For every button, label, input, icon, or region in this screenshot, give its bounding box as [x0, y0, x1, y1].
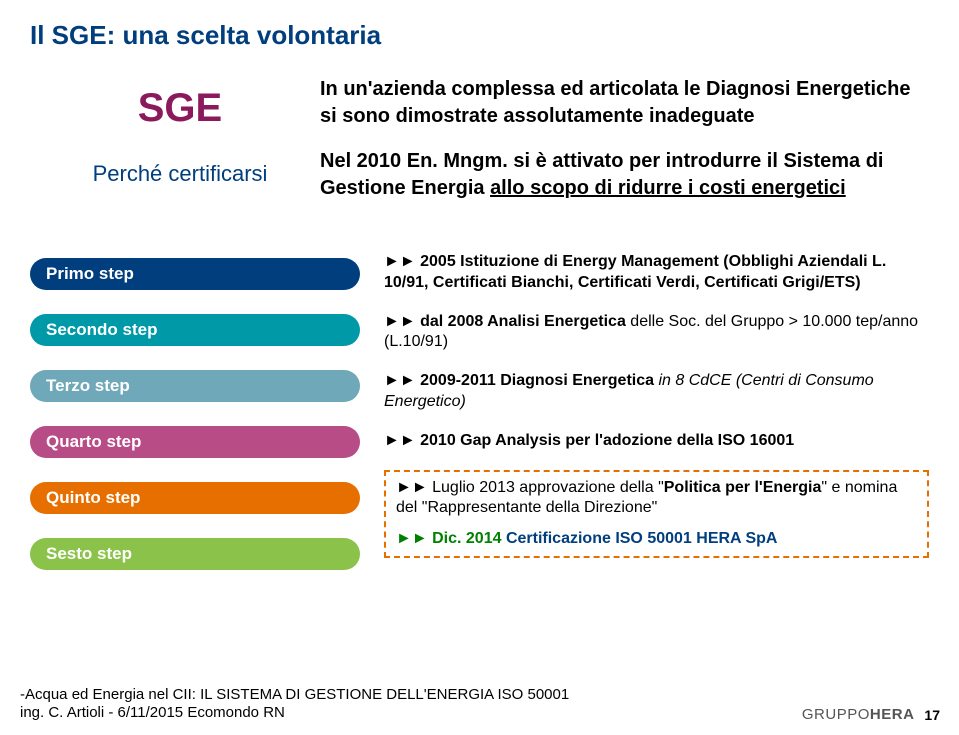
intro-1b: Diagnosi Energetiche — [706, 78, 911, 100]
intro-text: In un'azienda complessa ed articolata le… — [310, 76, 929, 202]
descriptions-column: ►► 2005 Istituzione di Energy Management… — [380, 252, 929, 558]
page-number: 17 — [924, 707, 940, 723]
footer-line-2: ing. C. Artioli - 6/11/2015 Ecomondo RN — [20, 704, 569, 723]
desc-6a: ►► Dic. 2014 — [396, 530, 506, 547]
desc-6b: Certificazione ISO 50001 HERA SpA — [506, 530, 778, 547]
steps-column: Primo step Secondo step Terzo step Quart… — [30, 252, 380, 570]
step-pill-5: Quinto step — [30, 482, 360, 514]
desc-5a: ►► Luglio 2013 approvazione della " — [396, 479, 664, 496]
desc-1-text: ►► 2005 Istituzione di Energy Management… — [384, 253, 886, 291]
desc-2-bold: ►► dal 2008 Analisi Energetica — [384, 313, 630, 330]
footer-line-1: -Acqua ed Energia nel CII: IL SISTEMA DI… — [20, 686, 569, 705]
intro-paragraph-2: Nel 2010 En. Mngm. si è attivato per int… — [320, 148, 929, 202]
step-pill-2: Secondo step — [30, 314, 360, 346]
desc-1: ►► 2005 Istituzione di Energy Management… — [384, 252, 929, 294]
desc-3: ►► 2009-2011 Diagnosi Energetica in 8 Cd… — [384, 371, 929, 413]
footer-right: GRUPPOHERA 17 — [802, 706, 940, 723]
desc-3-bold: ►► 2009-2011 Diagnosi Energetica — [384, 372, 658, 389]
perche-subtitle: Perché certificarsi — [50, 161, 310, 187]
spacer — [320, 130, 929, 148]
footer-left: -Acqua ed Energia nel CII: IL SISTEMA DI… — [20, 686, 569, 724]
left-column: SGE Perché certificarsi — [30, 76, 310, 187]
desc-4-text: ►► 2010 Gap Analysis per l'adozione dell… — [384, 432, 794, 449]
desc-2: ►► dal 2008 Analisi Energetica delle Soc… — [384, 312, 929, 354]
steps-area: Primo step Secondo step Terzo step Quart… — [30, 252, 929, 570]
intro-2b: allo scopo di ridurre i costi energetici — [490, 177, 846, 199]
desc-4: ►► 2010 Gap Analysis per l'adozione dell… — [384, 431, 929, 452]
desc-5b: Politica per l'Energia — [664, 479, 822, 496]
sge-heading: SGE — [50, 86, 310, 131]
hera-logo: GRUPPOHERA — [802, 706, 915, 723]
desc-5: ►► Luglio 2013 approvazione della "Polit… — [396, 478, 917, 520]
step-pill-4: Quarto step — [30, 426, 360, 458]
intro-paragraph-1: In un'azienda complessa ed articolata le… — [320, 76, 929, 130]
logo-bold: HERA — [870, 706, 915, 723]
footer: -Acqua ed Energia nel CII: IL SISTEMA DI… — [20, 686, 940, 724]
intro-1a: In un'azienda complessa ed articolata le — [320, 78, 706, 100]
desc-6: ►► Dic. 2014 Certificazione ISO 50001 HE… — [396, 529, 917, 550]
step-pill-6: Sesto step — [30, 538, 360, 570]
step-pill-3: Terzo step — [30, 370, 360, 402]
step-pill-1: Primo step — [30, 258, 360, 290]
logo-pre: GRUPPO — [802, 706, 870, 723]
highlight-box: ►► Luglio 2013 approvazione della "Polit… — [384, 470, 929, 558]
slide: Il SGE: una scelta volontaria SGE Perché… — [0, 0, 959, 735]
slide-title: Il SGE: una scelta volontaria — [30, 20, 929, 51]
intro-1c: si sono dimostrate assolutamente inadegu… — [320, 105, 755, 127]
top-row: SGE Perché certificarsi In un'azienda co… — [30, 76, 929, 202]
